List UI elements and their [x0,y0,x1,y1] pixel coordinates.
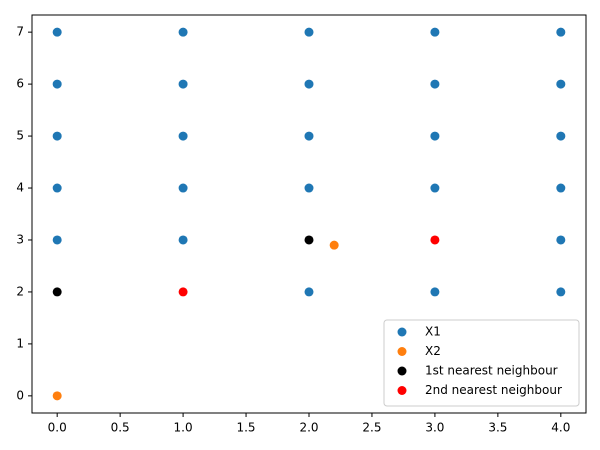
point [178,79,188,89]
point [178,287,188,297]
point [556,79,566,89]
point [304,287,314,297]
legend-marker [397,366,407,376]
point [430,235,440,245]
y-tick-label: 1 [16,336,24,350]
point [430,183,440,193]
legend-marker [397,347,407,356]
point [52,235,62,245]
x-tick-label: 4.0 [551,421,570,435]
point [52,79,62,89]
point [430,287,440,297]
legend-box [383,319,580,407]
point [556,183,566,193]
y-tick-label: 6 [16,77,24,91]
y-tick-label: 3 [16,232,24,246]
point [556,235,566,245]
point [52,183,62,193]
legend-label: X2 [425,344,441,358]
point [556,287,566,297]
legend-marker [397,327,407,337]
point [329,240,339,250]
y-tick-label: 0 [16,388,24,402]
point [52,391,62,401]
point [178,27,188,37]
legend-label: 1st nearest neighbour [425,364,558,378]
point [556,27,566,37]
y-tick-label: 5 [16,129,24,143]
x-tick-label: 1.5 [236,421,255,435]
x-tick-label: 0.5 [111,421,130,435]
x-tick-label: 3.5 [488,421,507,435]
x-tick-label: 0.0 [48,421,67,435]
y-tick-label: 7 [16,25,24,39]
point [52,27,62,37]
y-tick-label: 4 [16,181,24,195]
y-tick-label: 2 [16,284,24,298]
point [178,183,188,193]
legend-marker [397,386,407,395]
point [430,27,440,37]
x-tick-label: 3.0 [425,421,444,435]
x-tick-label: 2.5 [362,421,381,435]
point [304,235,314,245]
point [178,131,188,141]
point [52,131,62,141]
point [304,131,314,141]
point [304,183,314,193]
plot-frame [31,14,587,414]
point [556,131,566,141]
legend-label: X1 [425,325,441,339]
legend-label: 2nd nearest neighbour [425,383,562,397]
point [430,79,440,89]
x-tick-label: 2.0 [299,421,318,435]
point [52,287,62,297]
point [304,79,314,89]
x-tick-label: 1.0 [174,421,193,435]
point [304,27,314,37]
point [430,131,440,141]
point [178,235,188,245]
